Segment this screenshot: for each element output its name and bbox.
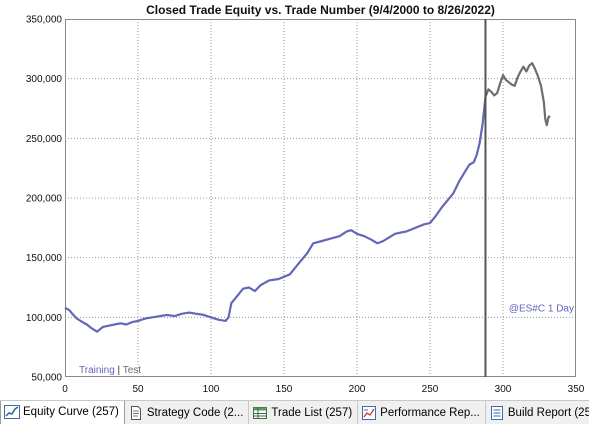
- x-tick-label: 300: [495, 384, 512, 395]
- x-tick-label: 250: [422, 384, 439, 395]
- chart-title: Closed Trade Equity vs. Trade Number (9/…: [146, 3, 495, 17]
- tab-label: Strategy Code (2...: [146, 406, 244, 419]
- y-tick-label: 200,000: [26, 194, 63, 205]
- tab-equity-curve[interactable]: Equity Curve (257): [0, 401, 125, 424]
- tab-label: Performance Rep...: [380, 406, 480, 419]
- y-tick-label: 300,000: [26, 74, 63, 85]
- tab-build-report[interactable]: Build Report (257): [486, 401, 589, 424]
- tab-label: Trade List (257): [271, 406, 353, 419]
- symbol-label: @ES#C 1 Day: [509, 303, 574, 314]
- legend-training: Training: [79, 365, 118, 376]
- y-tick-label: 350,000: [26, 15, 63, 26]
- equity-curve-icon: [4, 404, 20, 420]
- equity-chart-svg: Closed Trade Equity vs. Trade Number (9/…: [26, 3, 585, 395]
- tab-performance-report[interactable]: Performance Rep...: [358, 401, 486, 424]
- legend-test: Test: [123, 365, 142, 376]
- y-tick-label: 50,000: [31, 373, 62, 384]
- x-tick-label: 200: [349, 384, 366, 395]
- training-test-legend: Training | Test: [79, 365, 141, 376]
- list-icon: [489, 405, 505, 421]
- equity-chart: Closed Trade Equity vs. Trade Number (9/…: [26, 3, 585, 395]
- y-tick-label: 100,000: [26, 313, 63, 324]
- x-tick-label: 150: [276, 384, 293, 395]
- x-tick-label: 0: [62, 384, 68, 395]
- tab-label: Build Report (257): [507, 406, 589, 419]
- series-line-training: [64, 96, 487, 333]
- legend-separator: |: [118, 365, 123, 376]
- table-icon: [252, 405, 268, 421]
- tab-strategy-code[interactable]: Strategy Code (2...: [125, 401, 250, 424]
- tab-label: Equity Curve (257): [23, 406, 119, 418]
- tab-trade-list[interactable]: Trade List (257): [249, 401, 359, 424]
- tab-bar: Equity Curve (257) Strategy Code (2...: [0, 400, 589, 424]
- report-chart-icon: [361, 405, 377, 421]
- series-line-test: [484, 62, 551, 127]
- x-tick-label: 50: [132, 384, 144, 395]
- x-tick-label: 100: [203, 384, 220, 395]
- x-tick-label: 350: [568, 384, 585, 395]
- y-tick-label: 150,000: [26, 253, 63, 264]
- y-tick-label: 250,000: [26, 134, 63, 145]
- document-icon: [128, 405, 144, 421]
- plot-frame: [65, 19, 576, 377]
